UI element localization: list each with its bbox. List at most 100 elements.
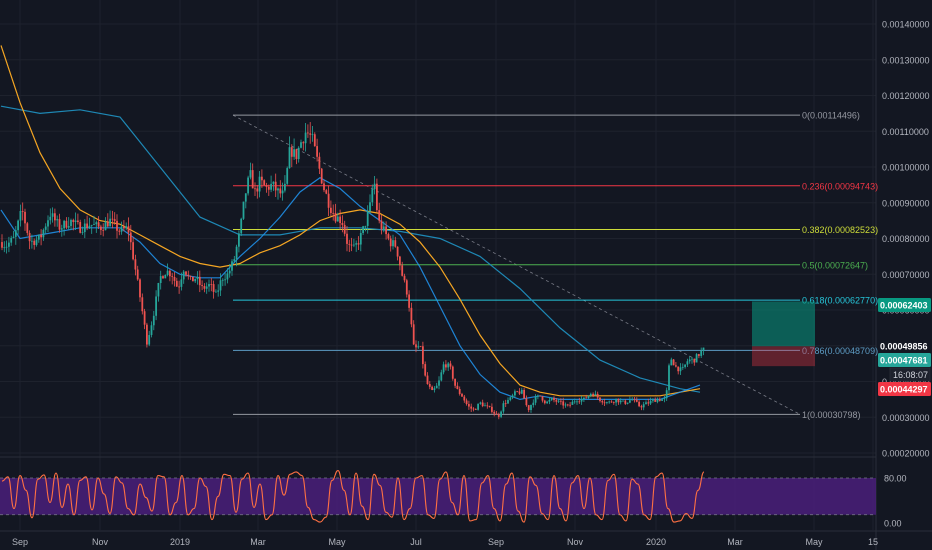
- candle-body: [514, 391, 516, 396]
- candle-body: [474, 409, 477, 411]
- candle-body: [449, 363, 452, 367]
- candle-body: [569, 404, 571, 406]
- candle-body: [233, 259, 236, 262]
- candle-body: [408, 294, 410, 308]
- candle-body: [323, 183, 325, 191]
- candle-body: [109, 218, 111, 227]
- candle-body: [150, 325, 153, 335]
- candle-body: [274, 181, 277, 191]
- candle-body: [369, 202, 371, 212]
- candle-body: [688, 359, 691, 362]
- candle-body: [401, 265, 404, 276]
- candle-body: [178, 286, 180, 288]
- price-tick-label: 0.00090000: [882, 198, 930, 208]
- long-position-tool[interactable]: [752, 301, 815, 367]
- candle-body: [693, 358, 696, 363]
- price-tick-label: 0.00100000: [882, 163, 930, 173]
- candle-body: [325, 190, 328, 194]
- candle-body: [433, 388, 436, 391]
- candle-body: [470, 406, 473, 409]
- candle-body: [622, 400, 624, 402]
- candle-body: [120, 226, 123, 232]
- candle-body: [19, 211, 22, 221]
- candle-body: [700, 350, 703, 356]
- candle-body: [12, 236, 15, 238]
- candle-body: [70, 219, 72, 227]
- candle-body: [318, 156, 321, 169]
- candle-body: [387, 234, 390, 239]
- candle-body: [307, 132, 309, 134]
- candle-body: [371, 189, 374, 203]
- candle-body: [302, 142, 305, 144]
- candle-body: [537, 395, 539, 397]
- time-tick-label: Mar: [727, 537, 743, 547]
- price-badges: 0.00062403 0.00049856 0.00047681 0.00044297…: [878, 298, 931, 396]
- candle-body: [334, 213, 337, 222]
- candle-body: [412, 324, 415, 345]
- candle-body: [691, 358, 693, 360]
- candle-body: [624, 400, 627, 404]
- candle-body: [511, 395, 514, 398]
- candle-body: [560, 400, 562, 402]
- candle-body: [196, 276, 199, 280]
- candle-body: [100, 226, 102, 231]
- candle-body: [353, 244, 355, 246]
- candle-body: [399, 256, 401, 266]
- candle-body: [249, 170, 252, 178]
- candle-body: [405, 280, 408, 295]
- candle-body: [484, 405, 486, 407]
- position-stop-zone: [752, 346, 815, 367]
- candle-body: [619, 400, 622, 403]
- candle-body: [86, 223, 88, 228]
- candle-body: [518, 391, 521, 394]
- candle-body: [385, 226, 387, 235]
- fib-level-label: 0.5(0.00072647): [802, 260, 868, 270]
- candle-body: [477, 403, 479, 410]
- position-target-zone: [752, 301, 815, 347]
- candle-body: [468, 404, 470, 407]
- candle-body: [79, 222, 82, 233]
- candle-body: [431, 386, 433, 391]
- candle-body: [139, 279, 141, 298]
- candle-body: [424, 364, 427, 376]
- time-tick-label: 2019: [170, 537, 190, 547]
- candle-body: [316, 146, 318, 157]
- candle-body: [226, 273, 229, 280]
- candle-body: [67, 226, 70, 228]
- candle-body: [49, 216, 52, 221]
- candle-body: [297, 147, 300, 160]
- candle-body: [146, 324, 148, 345]
- candle-body: [311, 134, 314, 136]
- candle-body: [116, 220, 118, 231]
- candle-body: [486, 405, 489, 407]
- candle-body: [454, 378, 456, 386]
- fibonacci-retracement[interactable]: 0(0.00114496) 0.236(0.00094743) 0.382(0.00…: [232, 111, 878, 420]
- candle-body: [445, 364, 447, 368]
- candle-body: [675, 365, 677, 367]
- candle-body: [267, 186, 270, 190]
- candle-body: [166, 270, 169, 275]
- candle-body: [37, 234, 40, 240]
- candle-body: [548, 399, 551, 402]
- candle-body: [125, 226, 128, 229]
- candle-body: [504, 403, 507, 405]
- candle-body: [143, 311, 146, 325]
- candle-body: [261, 176, 263, 181]
- candle-body: [668, 365, 670, 391]
- candle-body: [350, 244, 353, 246]
- candle-body: [658, 399, 661, 401]
- candle-body: [219, 280, 222, 291]
- time-tick-label: May: [805, 537, 823, 547]
- fib-level-label: 0(0.00114496): [802, 111, 860, 121]
- candle-body: [90, 224, 93, 226]
- candle-body: [293, 149, 295, 157]
- candle-body: [1, 242, 3, 248]
- fib-level-label: 1(0.00030798): [802, 410, 861, 420]
- candle-body: [83, 223, 86, 233]
- candle-body: [497, 414, 500, 417]
- candle-body: [362, 226, 364, 234]
- candle-body: [40, 234, 42, 238]
- candle-body: [410, 307, 413, 325]
- candle-body: [157, 282, 160, 297]
